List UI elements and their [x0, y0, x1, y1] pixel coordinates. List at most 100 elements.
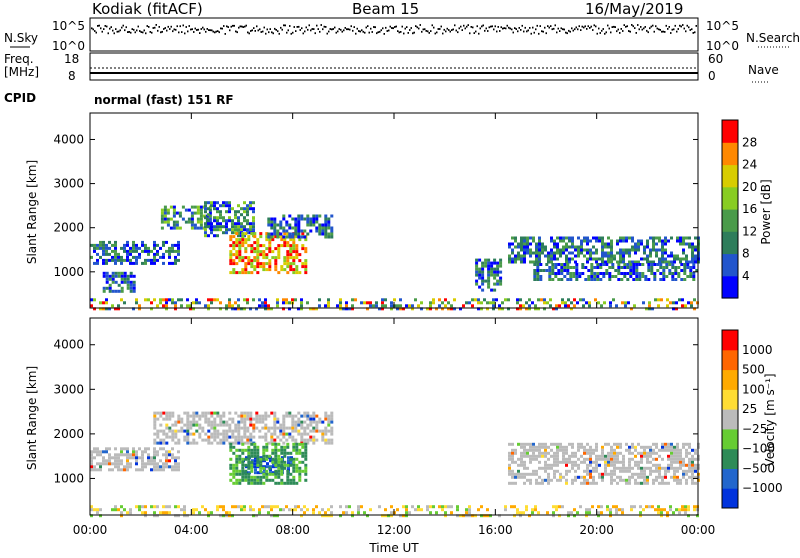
- echo-cell: [587, 278, 591, 281]
- echo-cell: [282, 426, 286, 430]
- noise-sample: [611, 26, 613, 28]
- echo-cell: [234, 426, 238, 430]
- echo-cell: [156, 465, 159, 469]
- echo-cell: [609, 304, 612, 308]
- echo-cell: [601, 451, 604, 455]
- echo-cell: [229, 244, 233, 248]
- echo-cell: [330, 235, 334, 239]
- echo-cell: [282, 307, 285, 311]
- echo-cell: [256, 478, 260, 482]
- echo-cell: [162, 505, 165, 509]
- noise-sample: [281, 28, 283, 31]
- noise-sample: [487, 30, 489, 32]
- echo-cell: [601, 478, 604, 482]
- echo-cell: [147, 298, 150, 302]
- echo-cell: [171, 249, 174, 253]
- echo-cell: [490, 261, 494, 265]
- echo-cell: [235, 478, 239, 482]
- echo-cell: [582, 304, 585, 308]
- echo-cell: [93, 307, 96, 311]
- echo-cell: [381, 514, 384, 518]
- echo-cell: [477, 301, 480, 305]
- echo-cell: [318, 298, 321, 302]
- echo-cell: [312, 435, 316, 439]
- noise-sample: [266, 28, 268, 31]
- echo-cell: [286, 475, 290, 479]
- echo-cell: [219, 414, 223, 418]
- echo-cell: [123, 258, 126, 262]
- echo-cell: [292, 262, 296, 266]
- echo-cell: [565, 472, 568, 476]
- echo-cell: [547, 478, 550, 482]
- echo-cell: [688, 451, 691, 455]
- echo-cell: [250, 247, 254, 251]
- noise-sample: [649, 27, 651, 30]
- echo-cell: [108, 246, 111, 250]
- echo-cell: [153, 447, 156, 451]
- echo-cell: [536, 263, 540, 266]
- echo-cell: [123, 246, 126, 250]
- echo-cell: [637, 472, 640, 476]
- echo-cell: [568, 260, 571, 264]
- echo-cell: [258, 435, 262, 439]
- echo-cell: [673, 472, 676, 476]
- echo-cell: [691, 466, 694, 470]
- echo-cell: [652, 242, 655, 246]
- echo-cell: [569, 278, 573, 281]
- echo-cell: [562, 460, 565, 464]
- noise-sample: [692, 32, 694, 34]
- echo-cell: [599, 263, 603, 266]
- echo-cell: [117, 459, 120, 463]
- echo-cell: [623, 263, 627, 266]
- echo-cell: [402, 307, 405, 311]
- echo-cell: [674, 269, 678, 272]
- echo-cell: [178, 214, 182, 218]
- echo-cell: [550, 478, 553, 482]
- echo-cell: [240, 420, 244, 424]
- echo-cell: [644, 278, 648, 281]
- echo-cell: [258, 429, 262, 433]
- echo-cell: [576, 511, 579, 515]
- echo-cell: [462, 304, 465, 308]
- echo-cell: [372, 304, 375, 308]
- echo-cell: [255, 411, 259, 415]
- noise-sample: [374, 26, 376, 29]
- echo-cell: [674, 272, 678, 275]
- echo-cell: [120, 261, 123, 265]
- echo-cell: [246, 231, 249, 235]
- echo-cell: [493, 261, 497, 265]
- noise-sample: [473, 32, 475, 34]
- echo-cell: [481, 288, 485, 292]
- echo-cell: [499, 264, 503, 268]
- echo-cell: [261, 426, 265, 430]
- echo-cell: [610, 239, 613, 243]
- echo-cell: [664, 260, 667, 264]
- echo-cell: [555, 307, 558, 311]
- echo-cell: [611, 275, 615, 278]
- echo-cell: [681, 298, 684, 302]
- echo-cell: [282, 420, 286, 424]
- echo-cell: [514, 245, 517, 249]
- noise-sample: [571, 27, 573, 30]
- echo-cell: [198, 417, 202, 421]
- echo-cell: [267, 426, 271, 430]
- echo-cell: [238, 457, 242, 461]
- echo-cell: [96, 450, 99, 454]
- echo-cell: [301, 445, 305, 449]
- noise-sample: [419, 24, 421, 26]
- echo-cell: [621, 508, 624, 512]
- noise-sample: [133, 28, 135, 31]
- echo-cell: [585, 301, 588, 305]
- noise-sample: [406, 26, 408, 28]
- echo-cell: [682, 469, 685, 473]
- noise-sample: [211, 29, 213, 32]
- echo-cell: [375, 304, 378, 308]
- echo-cell: [306, 223, 310, 227]
- echo-cell: [646, 475, 649, 479]
- echo-cell: [289, 262, 293, 266]
- echo-cell: [541, 481, 544, 485]
- echo-cell: [228, 301, 231, 305]
- echo-cell: [683, 266, 687, 269]
- echo-cell: [204, 204, 207, 208]
- echo-cell: [286, 472, 290, 476]
